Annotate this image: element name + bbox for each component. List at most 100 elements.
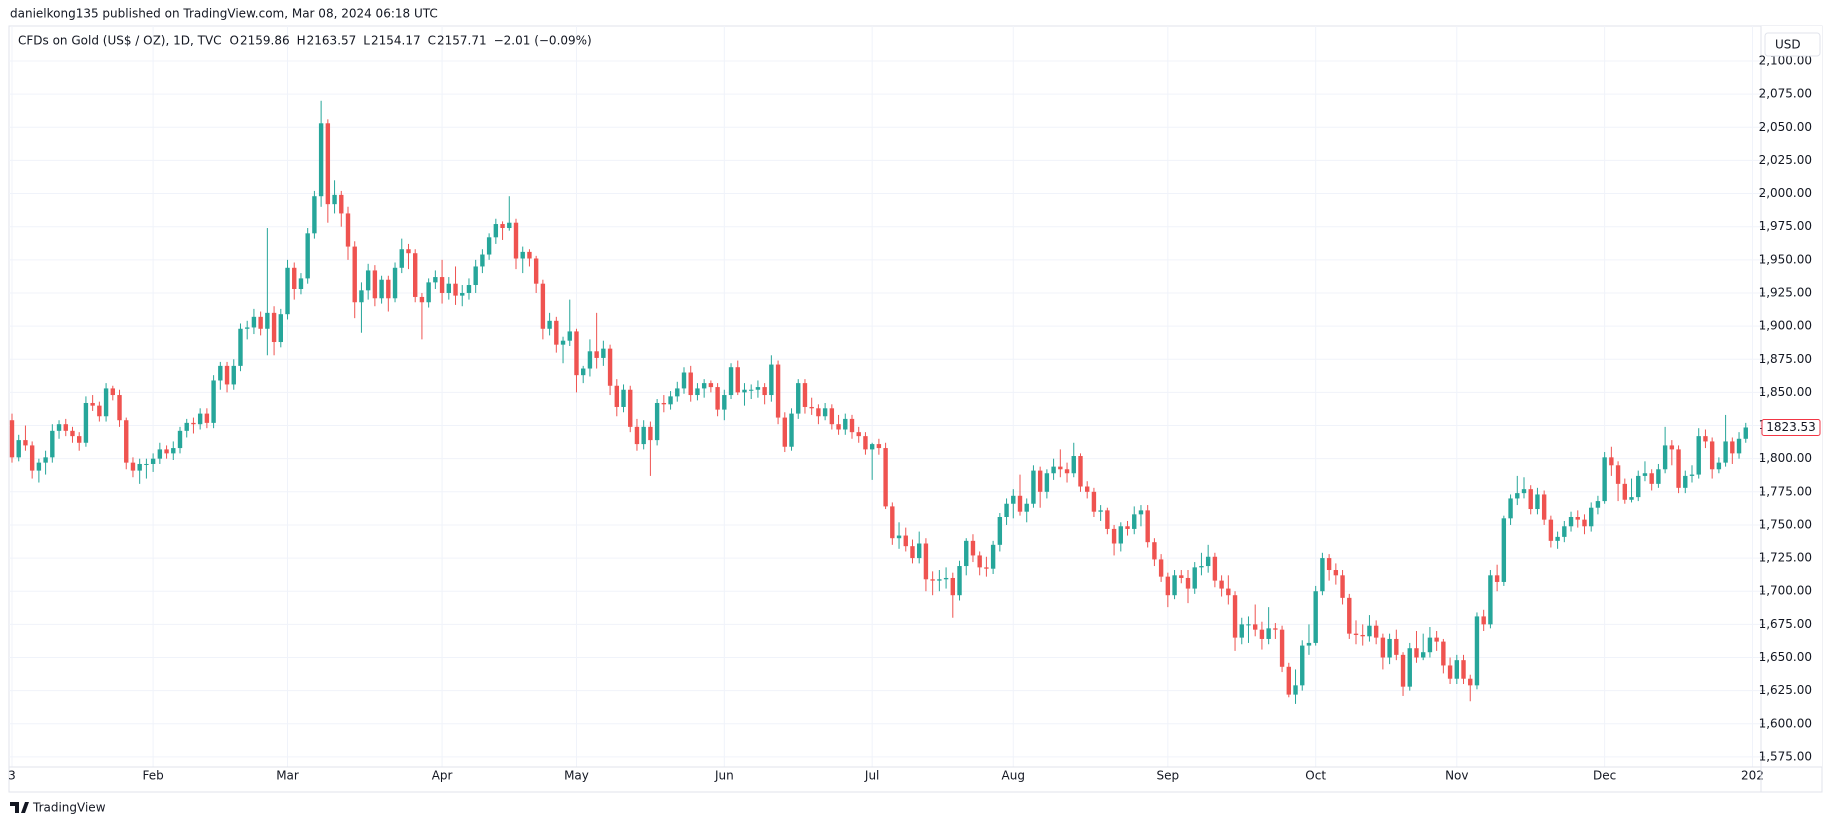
candle-body xyxy=(796,383,801,414)
candle-body xyxy=(1044,473,1050,492)
candle-body xyxy=(755,387,761,390)
candle-body xyxy=(1589,507,1594,527)
candle-body xyxy=(1441,641,1446,666)
x-tick-label: 3 xyxy=(8,769,16,783)
candle-body xyxy=(352,246,357,303)
candle-body xyxy=(224,365,230,385)
candle-body xyxy=(1427,637,1433,653)
candle-body xyxy=(843,418,848,430)
candle-body xyxy=(1353,633,1359,635)
currency-button[interactable] xyxy=(1764,32,1821,57)
candle-body xyxy=(1615,465,1621,484)
candle-body xyxy=(1414,648,1419,658)
candle-body xyxy=(1521,489,1527,494)
y-tick-label: 1,950.00 xyxy=(1759,252,1812,266)
candle-body xyxy=(1347,597,1352,634)
candle-body xyxy=(480,254,485,267)
candle-body xyxy=(1165,576,1171,596)
candle-body xyxy=(1098,510,1103,512)
x-tick-label: Dec xyxy=(1593,769,1616,783)
candle-body xyxy=(312,196,317,234)
candle-body xyxy=(554,320,559,345)
candle-body xyxy=(1535,494,1540,510)
candle-body xyxy=(749,389,754,391)
candle-body xyxy=(426,282,431,303)
candle-body xyxy=(1575,516,1580,520)
candle-body xyxy=(77,436,82,443)
candle-body xyxy=(332,194,337,205)
candle-body xyxy=(970,540,976,556)
x-tick-label: Mar xyxy=(276,769,299,783)
candle-body xyxy=(1454,660,1459,679)
candle-body xyxy=(318,123,324,197)
candle-body xyxy=(1481,616,1486,625)
candle-body xyxy=(1716,462,1722,470)
candle-body xyxy=(1656,469,1661,484)
candle-body xyxy=(681,372,687,389)
candle-body xyxy=(1548,519,1554,541)
candle-body xyxy=(103,388,109,417)
candle-body xyxy=(1037,470,1043,492)
candle-body xyxy=(1602,457,1607,502)
candle-body xyxy=(1259,629,1265,639)
candle-body xyxy=(1568,516,1574,527)
candle-body xyxy=(171,448,176,454)
candle-body xyxy=(997,516,1003,545)
y-tick-label: 1,750.00 xyxy=(1759,517,1812,531)
candle-body xyxy=(701,383,707,389)
candle-body xyxy=(453,283,458,296)
candle-body xyxy=(1172,575,1177,596)
candle-body xyxy=(1064,469,1070,474)
candle-body xyxy=(1118,526,1123,544)
candle-body xyxy=(278,314,283,343)
ohlc-value: 2159.86 xyxy=(240,34,290,48)
candle-body xyxy=(1313,591,1318,643)
change: −2.01 (−0.09%) xyxy=(494,34,592,48)
candle-body xyxy=(1152,542,1157,560)
candle-body xyxy=(1051,466,1056,474)
candle-body xyxy=(1286,666,1291,695)
candle-body xyxy=(379,279,384,299)
y-tick-label: 2,075.00 xyxy=(1759,87,1812,101)
ohlc-value: 2163.57 xyxy=(307,34,357,48)
candle-body xyxy=(1636,475,1641,498)
candle-body xyxy=(1474,616,1480,686)
y-tick-label: 1,850.00 xyxy=(1759,385,1812,399)
y-tick-label: 1,975.00 xyxy=(1759,219,1812,233)
candle-body xyxy=(601,348,606,358)
y-tick-label: 1,725.00 xyxy=(1759,551,1812,565)
brand: TradingView xyxy=(32,801,106,815)
candle-body xyxy=(157,449,163,459)
candle-body xyxy=(1071,456,1076,474)
candle-body xyxy=(1300,645,1305,686)
candle-body xyxy=(386,279,391,299)
candle-body xyxy=(527,251,532,259)
candle-body xyxy=(36,462,42,471)
candle-body xyxy=(1373,625,1379,638)
candle-body xyxy=(950,577,955,596)
candle-body xyxy=(1689,474,1695,476)
candle-body xyxy=(231,365,236,385)
candle-body xyxy=(70,430,75,437)
currency-label[interactable]: USD xyxy=(1775,38,1801,52)
candle-body xyxy=(191,422,196,425)
candle-body xyxy=(1709,441,1715,470)
x-tick-label: 202 xyxy=(1741,769,1764,783)
candle-body xyxy=(863,436,868,450)
candle-body xyxy=(16,440,21,458)
candle-body xyxy=(460,292,465,296)
candle-body xyxy=(513,222,519,259)
candle-body xyxy=(1595,501,1601,508)
candle-body xyxy=(1515,493,1520,499)
candle-body xyxy=(1736,438,1742,454)
candle-body xyxy=(1138,510,1144,515)
candle-body xyxy=(917,543,922,559)
candle-body xyxy=(1582,519,1587,527)
candle-body xyxy=(1743,427,1748,439)
candle-body xyxy=(1696,436,1701,475)
candle-body xyxy=(1226,588,1231,596)
x-tick-label: Jul xyxy=(864,769,879,783)
candle-body xyxy=(1132,514,1137,529)
candle-body xyxy=(1340,575,1345,598)
